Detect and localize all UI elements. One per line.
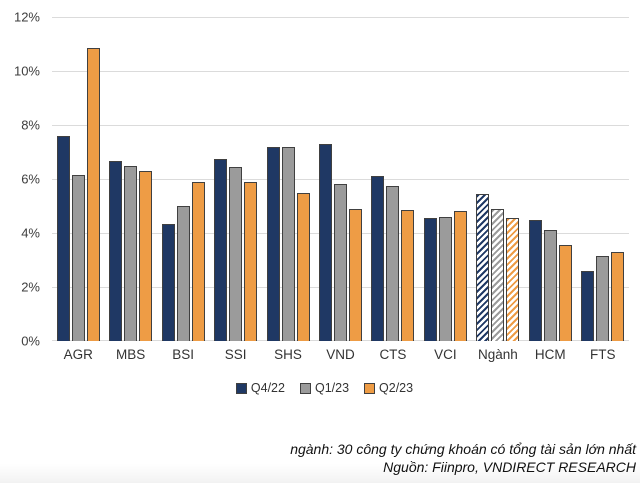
bar-CTS-Q2/23 (401, 210, 415, 341)
y-tick-label-10: 10% (13, 63, 40, 79)
bar-group-Ngành (472, 17, 524, 341)
x-label-SHS: SHS (274, 347, 302, 362)
bar-group-FTS (577, 17, 629, 341)
bar-CTS-Q4/22 (371, 176, 385, 341)
bar-group-VCI (419, 17, 471, 341)
bar-group-VND (314, 17, 366, 341)
x-label-VCI: VCI (434, 347, 457, 362)
bar-VCI-Q2/23 (453, 211, 467, 341)
bar-AGR-Q4/22 (56, 135, 70, 341)
bar-AGR-Q2/23 (86, 48, 100, 341)
x-label-MBS: MBS (116, 347, 146, 362)
bar-SHS-Q4/22 (266, 146, 280, 341)
bar-HCM-Q2/23 (558, 245, 572, 341)
bar-Ngành-Q2/23 (506, 218, 520, 341)
bar-SHS-Q1/23 (281, 146, 295, 341)
bar-VND-Q4/22 (318, 143, 332, 341)
gridline-12 (52, 17, 629, 18)
chart-footnote: ngành: 30 công ty chứng khoán có tổng tà… (290, 441, 636, 476)
legend-swatch-Q4/22 (235, 382, 247, 394)
bar-group-SHS (262, 17, 314, 341)
bar-Ngành-Q1/23 (491, 208, 505, 341)
bar-BSI-Q1/23 (176, 206, 190, 341)
legend-label-Q1/23: Q1/23 (314, 381, 350, 395)
bar-BSI-Q2/23 (191, 181, 205, 341)
footnote-line-1: ngành: 30 công ty chứng khoán có tổng tà… (290, 441, 636, 457)
y-tick-label-12: 12% (13, 9, 40, 25)
bar-SSI-Q2/23 (244, 181, 258, 341)
legend-swatch-Q1/23 (299, 382, 311, 394)
bar-BSI-Q4/22 (161, 223, 175, 341)
bar-group-HCM (524, 17, 576, 341)
x-label-BSI: BSI (172, 347, 195, 362)
gridline-6 (52, 179, 629, 180)
x-label-Ngành: Ngành (477, 347, 518, 362)
legend-label-Q2/23: Q2/23 (379, 381, 414, 395)
bar-VCI-Q1/23 (438, 216, 452, 341)
legend-item-Q4/22: Q4/22 (235, 381, 285, 395)
bar-group-BSI (157, 17, 209, 341)
bar-group-AGR (52, 17, 104, 341)
footnote-line-2: Nguồn: Fiinpro, VNDIRECT RESEARCH (383, 458, 636, 475)
bar-VND-Q1/23 (333, 184, 347, 341)
bar-groups (52, 17, 629, 341)
gridline-10 (52, 71, 629, 72)
bar-MBS-Q4/22 (109, 161, 123, 341)
bar-SSI-Q1/23 (229, 166, 243, 341)
x-label-AGR: AGR (63, 347, 93, 362)
bar-AGR-Q1/23 (71, 174, 85, 341)
bar-VND-Q2/23 (348, 208, 362, 341)
y-tick-label-2: 2% (21, 279, 40, 295)
x-label-CTS: CTS (379, 347, 407, 362)
bar-group-MBS (104, 17, 156, 341)
chart-legend: Q4/22 Q1/23 Q2/23 (36, 381, 613, 395)
y-tick-label-0: 0% (21, 333, 40, 349)
y-axis: 0% 2% 4% 6% 8% 10% 12% (0, 10, 40, 349)
legend-label-Q4/22: Q4/22 (250, 381, 285, 395)
bar-FTS-Q2/23 (611, 251, 625, 341)
bar-group-CTS (367, 17, 419, 341)
y-tick-label-6: 6% (21, 171, 40, 187)
x-label-SSI: SSI (224, 347, 247, 362)
bar-FTS-Q4/22 (581, 270, 595, 341)
legend-swatch-Q2/23 (364, 382, 376, 394)
bar-MBS-Q1/23 (124, 165, 138, 341)
bar-SSI-Q4/22 (214, 158, 228, 341)
bar-HCM-Q4/22 (528, 219, 542, 341)
plot-area (52, 17, 629, 341)
gridline-8 (52, 125, 629, 126)
y-tick-label-8: 8% (21, 117, 40, 133)
bar-CTS-Q1/23 (386, 185, 400, 341)
x-axis-labels: AGR MBS BSI SSI SHS VND CTS VCI Ngành HCM FTS (52, 347, 629, 362)
y-tick-label-4: 4% (21, 225, 40, 241)
x-label-VND: VND (326, 347, 355, 362)
bar-MBS-Q2/23 (139, 170, 153, 341)
bar-Ngành-Q4/22 (476, 193, 490, 341)
x-label-HCM: HCM (534, 347, 566, 362)
bar-VCI-Q4/22 (423, 218, 437, 341)
legend-item-Q1/23: Q1/23 (299, 381, 350, 395)
bar-SHS-Q2/23 (296, 192, 310, 341)
x-label-FTS: FTS (590, 347, 616, 362)
legend-item-Q2/23: Q2/23 (364, 381, 413, 395)
bar-FTS-Q1/23 (596, 255, 610, 341)
bar-group-SSI (209, 17, 261, 341)
bar-HCM-Q1/23 (543, 230, 557, 341)
